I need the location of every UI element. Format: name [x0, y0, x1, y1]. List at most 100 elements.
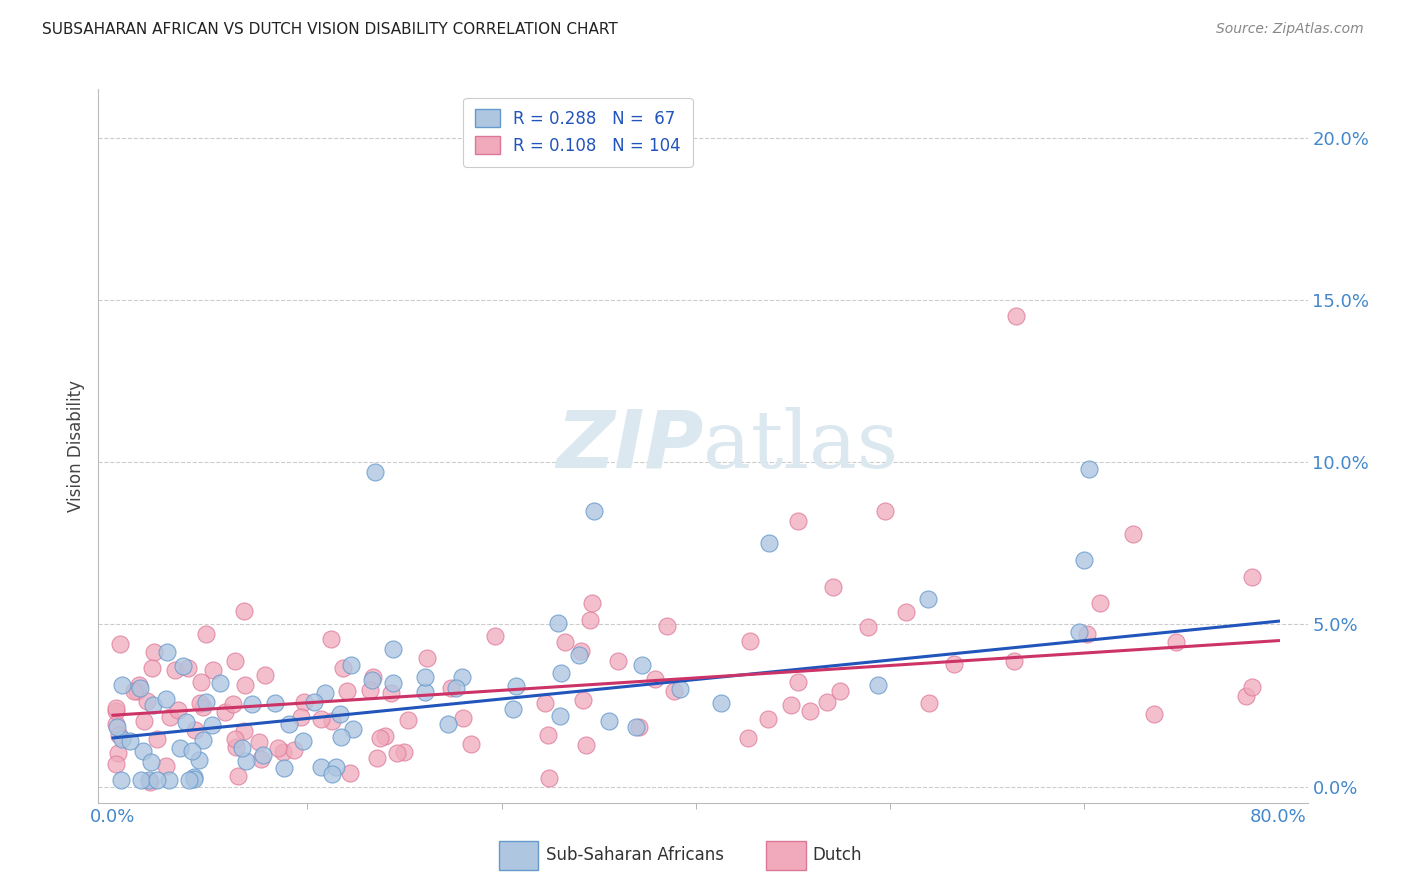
Point	[183, 772, 205, 786]
Point	[1240, 681, 1263, 695]
Point	[856, 620, 879, 634]
Point	[1073, 553, 1095, 567]
Point	[538, 772, 561, 786]
Point	[309, 712, 332, 726]
Point	[321, 714, 343, 728]
Point	[416, 651, 439, 665]
Text: Sub-Saharan Africans: Sub-Saharan Africans	[546, 847, 724, 864]
Point	[484, 629, 506, 643]
Point	[502, 702, 524, 716]
Point	[321, 632, 343, 646]
Point	[190, 674, 212, 689]
Point	[156, 645, 179, 659]
Point	[1241, 570, 1264, 584]
Point	[360, 673, 382, 687]
Point	[607, 654, 630, 668]
Point	[201, 718, 224, 732]
Point	[817, 695, 839, 709]
Point	[188, 696, 211, 710]
Point	[364, 465, 387, 479]
Point	[548, 708, 571, 723]
Point	[1078, 461, 1101, 475]
Point	[1088, 596, 1111, 610]
Point	[644, 672, 666, 686]
Point	[361, 670, 384, 684]
Point	[201, 663, 224, 677]
Point	[385, 746, 408, 760]
Point	[233, 604, 256, 618]
Point	[235, 754, 257, 768]
Point	[1002, 655, 1025, 669]
Point	[169, 740, 191, 755]
Point	[413, 670, 436, 684]
Point	[917, 592, 939, 607]
Point	[105, 720, 128, 734]
Point	[786, 514, 808, 528]
Point	[267, 741, 290, 756]
Point	[118, 734, 141, 748]
Point	[128, 681, 150, 696]
Point	[253, 668, 276, 682]
Point	[111, 678, 134, 692]
Point	[339, 658, 361, 673]
Point	[138, 773, 160, 788]
Point	[330, 730, 353, 744]
Point	[758, 536, 780, 550]
Point	[550, 665, 572, 680]
Point	[444, 681, 467, 695]
Point	[291, 733, 314, 747]
Point	[309, 760, 332, 774]
Point	[194, 695, 217, 709]
Point	[290, 710, 312, 724]
Point	[738, 634, 761, 648]
Text: SUBSAHARAN AFRICAN VS DUTCH VISION DISABILITY CORRELATION CHART: SUBSAHARAN AFRICAN VS DUTCH VISION DISAB…	[42, 22, 617, 37]
Point	[396, 713, 419, 727]
Point	[336, 684, 359, 698]
Point	[662, 684, 685, 698]
Point	[1122, 526, 1144, 541]
Point	[1067, 624, 1090, 639]
Point	[943, 657, 966, 671]
Legend: R = 0.288   N =  67, R = 0.108   N = 104: R = 0.288 N = 67, R = 0.108 N = 104	[464, 97, 693, 167]
Point	[104, 701, 127, 715]
Point	[129, 773, 152, 788]
Point	[165, 663, 187, 677]
Text: Dutch: Dutch	[813, 847, 862, 864]
Point	[278, 717, 301, 731]
Point	[572, 693, 595, 707]
Point	[569, 644, 592, 658]
Text: ZIP: ZIP	[555, 407, 703, 485]
Point	[104, 756, 127, 771]
Point	[1005, 310, 1028, 324]
Point	[533, 696, 555, 710]
Point	[292, 695, 315, 709]
Point	[135, 694, 157, 708]
Point	[321, 766, 343, 780]
Point	[382, 676, 405, 690]
Point	[108, 637, 131, 651]
Point	[240, 697, 263, 711]
Point	[380, 685, 402, 699]
Point	[630, 657, 652, 672]
Point	[624, 720, 647, 734]
Point	[368, 731, 391, 746]
Point	[582, 504, 605, 518]
Point	[232, 723, 254, 738]
Point	[779, 698, 801, 713]
Point	[177, 661, 200, 675]
Point	[167, 703, 190, 717]
Point	[451, 711, 474, 725]
Point	[374, 729, 396, 743]
Point	[436, 717, 458, 731]
Point	[176, 714, 198, 729]
Point	[104, 704, 127, 718]
Point	[787, 675, 810, 690]
Point	[141, 661, 163, 675]
Point	[142, 645, 165, 659]
Point	[155, 759, 177, 773]
Point	[145, 731, 167, 746]
Point	[139, 756, 162, 770]
Point	[107, 746, 129, 760]
Text: atlas: atlas	[703, 407, 898, 485]
Point	[252, 748, 274, 763]
